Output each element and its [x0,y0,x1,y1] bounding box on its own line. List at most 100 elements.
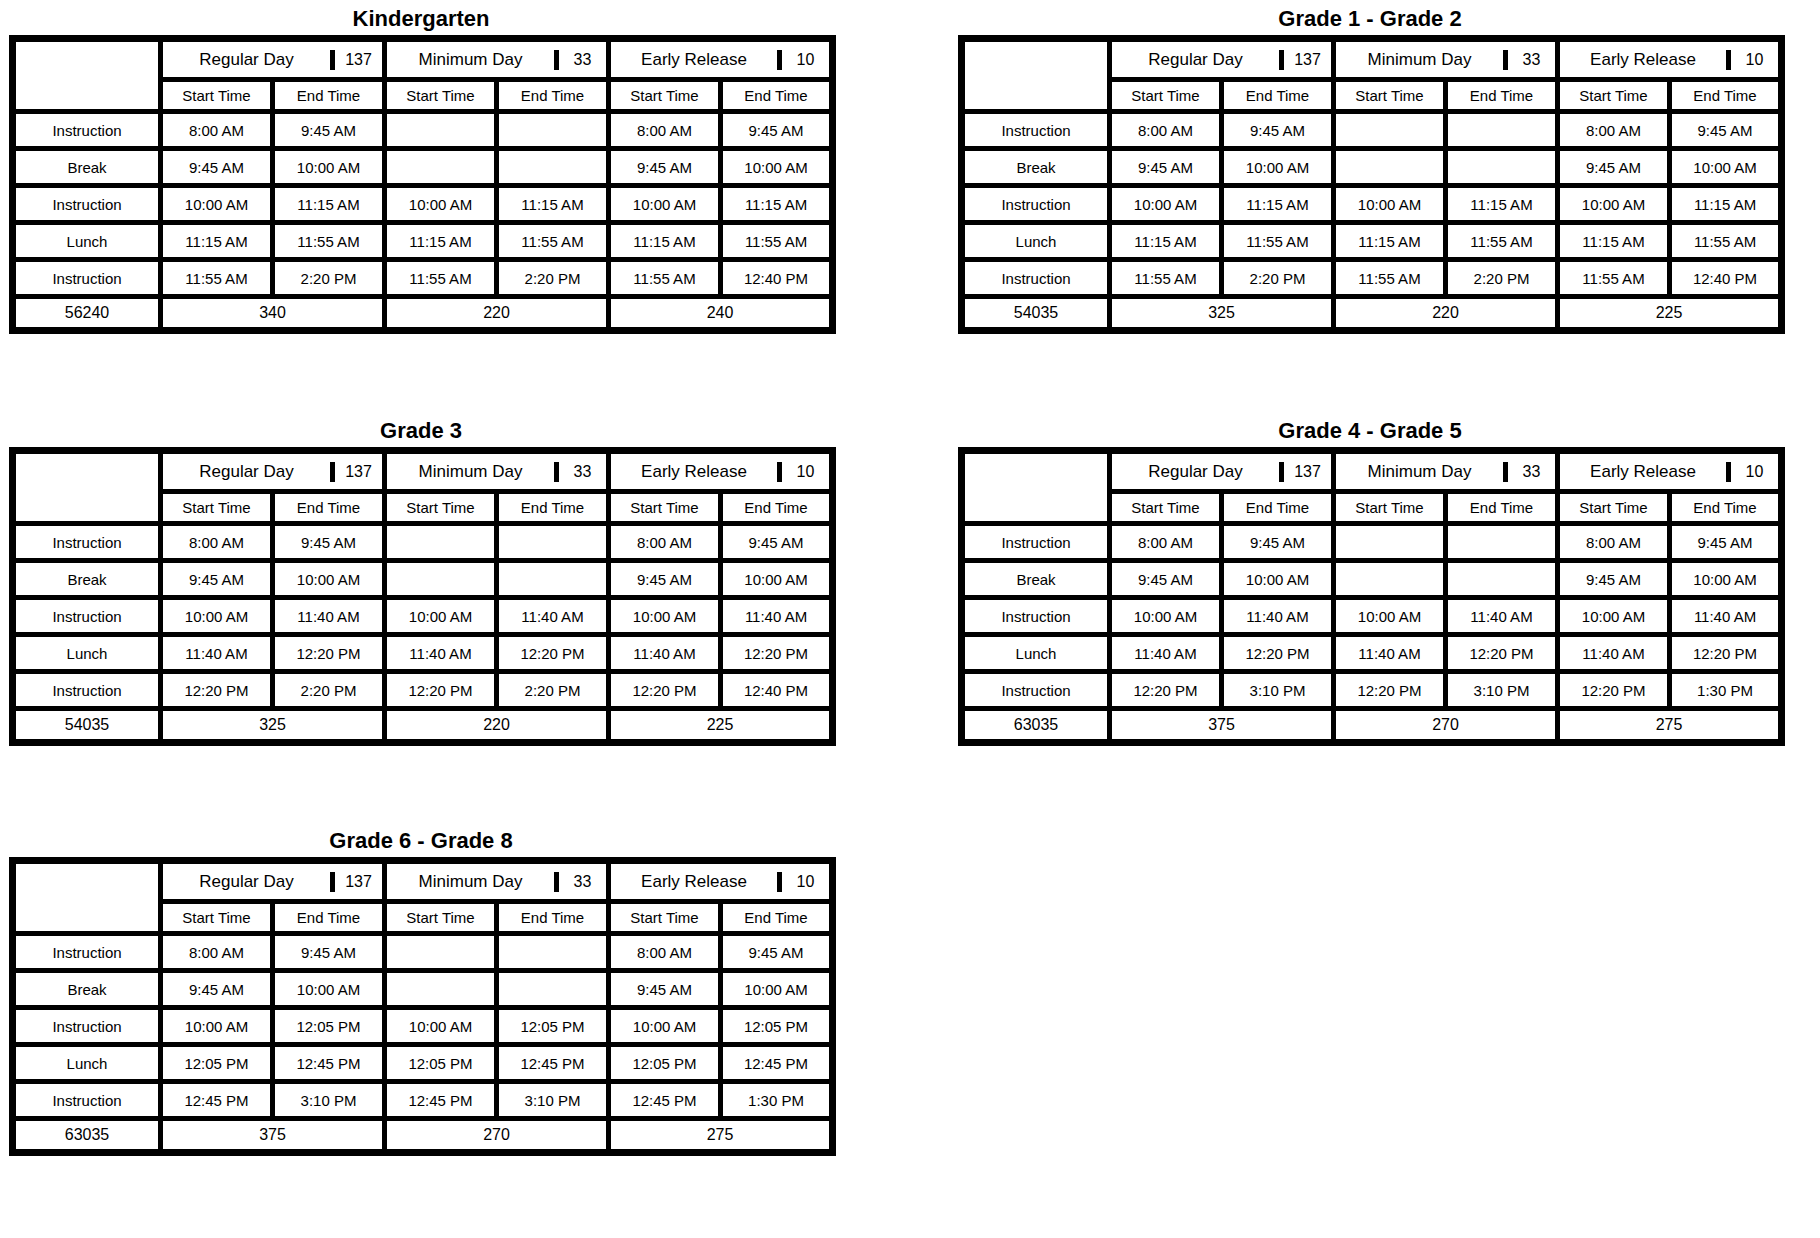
day-count: 33 [1508,50,1555,70]
time-cell: 2:20 PM [497,672,609,709]
time-cell: 12:20 PM [161,672,273,709]
day-type-label: Minimum Day [387,872,554,892]
time-cell: 9:45 AM [161,971,273,1008]
row-label: Instruction [962,112,1110,149]
time-cell: 8:00 AM [609,112,721,149]
column-header-end-time: End Time [497,902,609,934]
schedule-block-grade-4-grade-5: Grade 4 - Grade 5 Regular Day137Minimum … [958,418,1782,746]
time-cell: 9:45 AM [609,149,721,186]
time-cell: 9:45 AM [161,149,273,186]
schedule-table: Regular Day137Minimum Day33Early Release… [958,35,1785,334]
day-type-header-cell: Regular Day137 [1110,39,1334,80]
column-header-start-time: Start Time [609,492,721,524]
table-title: Kindergarten [9,6,833,32]
time-cell: 11:15 AM [721,186,833,223]
day-type-header-cell: Minimum Day33 [1334,451,1558,492]
empty-time-cell [497,971,609,1008]
schedule-block-kindergarten: Kindergarten Regular Day137Minimum Day33… [9,6,833,334]
totals-row: 63035375270275 [962,709,1782,743]
time-cell: 11:55 AM [1446,223,1558,260]
time-cell: 11:40 AM [1222,598,1334,635]
day-type-header-cell: Minimum Day33 [1334,39,1558,80]
day-count: 137 [1284,50,1331,70]
time-cell: 11:15 AM [1222,186,1334,223]
day-count: 33 [559,50,606,70]
time-cell: 10:00 AM [1558,186,1670,223]
schedule-row-break: Break9:45 AM10:00 AM9:45 AM10:00 AM [13,561,833,598]
row-label: Break [962,561,1110,598]
time-cell: 10:00 AM [721,149,833,186]
row-label: Instruction [13,112,161,149]
minimum-day-minutes: 220 [385,709,609,743]
day-type-header-cell: Early Release10 [609,39,833,80]
time-cell: 11:40 AM [497,598,609,635]
time-cell: 9:45 AM [1558,561,1670,598]
time-cell: 2:20 PM [497,260,609,297]
time-cell: 11:15 AM [273,186,385,223]
time-cell: 11:55 AM [273,223,385,260]
row-label: Instruction [13,524,161,561]
schedule-table: Regular Day137Minimum Day33Early Release… [9,857,836,1156]
day-type-label: Regular Day [163,50,330,70]
schedule-block-grade-1-grade-2: Grade 1 - Grade 2 Regular Day137Minimum … [958,6,1782,334]
schedule-row-instruction: Instruction12:20 PM3:10 PM12:20 PM3:10 P… [962,672,1782,709]
time-cell: 9:45 AM [1558,149,1670,186]
day-type-label: Early Release [1560,50,1726,70]
time-cell: 11:40 AM [273,598,385,635]
time-cell: 11:15 AM [1334,223,1446,260]
regular-day-minutes: 375 [161,1119,385,1153]
time-cell: 11:15 AM [161,223,273,260]
totals-row: 63035375270275 [13,1119,833,1153]
day-type-label: Regular Day [1112,50,1279,70]
column-header-start-time: Start Time [609,902,721,934]
schedule-row-lunch: Lunch12:05 PM12:45 PM12:05 PM12:45 PM12:… [13,1045,833,1082]
time-cell: 12:45 PM [161,1082,273,1119]
time-cell: 8:00 AM [609,934,721,971]
column-header-end-time: End Time [1222,492,1334,524]
time-cell: 12:05 PM [273,1008,385,1045]
schedule-row-instruction: Instruction10:00 AM12:05 PM10:00 AM12:05… [13,1008,833,1045]
time-cell: 9:45 AM [273,112,385,149]
time-cell: 12:05 PM [497,1008,609,1045]
schedule-row-lunch: Lunch11:40 AM12:20 PM11:40 AM12:20 PM11:… [13,635,833,672]
time-cell: 8:00 AM [1110,112,1222,149]
day-type-header-cell: Early Release10 [609,861,833,902]
time-cell: 8:00 AM [161,524,273,561]
day-count: 137 [335,872,382,892]
empty-time-cell [1334,149,1446,186]
corner-cell [13,861,161,934]
time-cell: 11:55 AM [1670,223,1782,260]
time-cell: 11:55 AM [1558,260,1670,297]
time-cell: 10:00 AM [161,598,273,635]
time-cell: 11:40 AM [1446,598,1558,635]
day-type-header-cell: Minimum Day33 [385,451,609,492]
corner-cell [962,451,1110,524]
time-cell: 10:00 AM [1670,149,1782,186]
schedule-row-instruction: Instruction8:00 AM9:45 AM8:00 AM9:45 AM [13,112,833,149]
time-cell: 2:20 PM [273,672,385,709]
time-cell: 12:05 PM [721,1008,833,1045]
minimum-day-minutes: 270 [1334,709,1558,743]
time-cell: 2:20 PM [1446,260,1558,297]
schedule-row-instruction: Instruction8:00 AM9:45 AM8:00 AM9:45 AM [962,524,1782,561]
time-cell: 11:55 AM [497,223,609,260]
time-cell: 8:00 AM [609,524,721,561]
time-cell: 9:45 AM [1110,149,1222,186]
day-type-header-cell: Regular Day137 [1110,451,1334,492]
day-count: 33 [559,872,606,892]
empty-time-cell [385,561,497,598]
empty-time-cell [385,934,497,971]
day-count: 137 [1284,462,1331,482]
time-cell: 9:45 AM [609,561,721,598]
time-cell: 11:55 AM [161,260,273,297]
row-label: Break [13,971,161,1008]
table-title: Grade 1 - Grade 2 [958,6,1782,32]
time-cell: 10:00 AM [385,598,497,635]
row-label: Instruction [962,260,1110,297]
empty-time-cell [497,561,609,598]
column-header-end-time: End Time [721,492,833,524]
row-label: Instruction [13,186,161,223]
column-header-start-time: Start Time [161,902,273,934]
minimum-day-minutes: 220 [1334,297,1558,331]
early-release-minutes: 225 [1558,297,1782,331]
